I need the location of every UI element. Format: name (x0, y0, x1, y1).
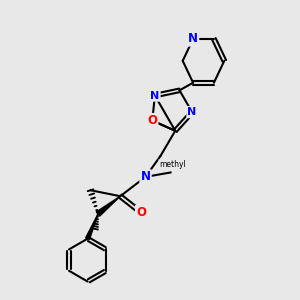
Polygon shape (86, 214, 98, 239)
Text: O: O (147, 114, 157, 127)
Text: N: N (140, 170, 151, 183)
Text: N: N (188, 32, 198, 46)
Text: methyl: methyl (159, 160, 186, 169)
Text: N: N (150, 91, 160, 100)
Text: N: N (188, 107, 197, 117)
Text: O: O (136, 206, 146, 219)
Polygon shape (96, 196, 120, 216)
